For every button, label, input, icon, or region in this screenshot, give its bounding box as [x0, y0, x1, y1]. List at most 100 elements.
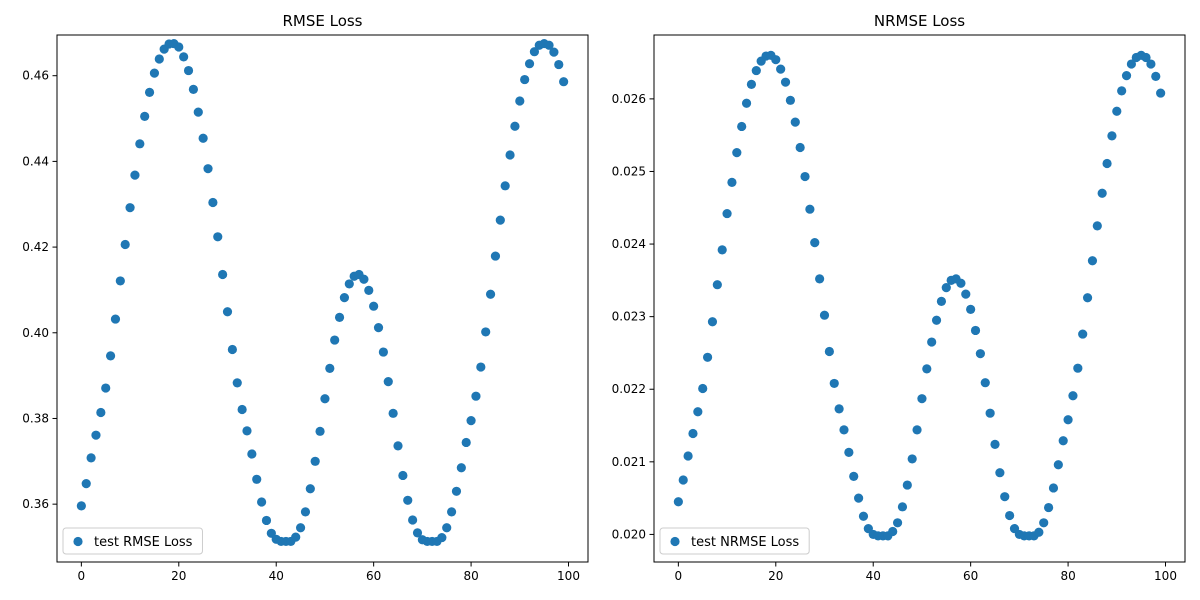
- x-tick-label: 60: [366, 569, 381, 583]
- data-point: [130, 170, 140, 180]
- data-point: [339, 293, 350, 303]
- data-point: [717, 245, 727, 255]
- data-point: [135, 139, 145, 149]
- data-point: [892, 518, 903, 528]
- data-point: [1156, 88, 1166, 98]
- data-point: [702, 352, 713, 362]
- data-point: [805, 204, 815, 214]
- data-point: [966, 304, 976, 314]
- data-point: [183, 65, 194, 76]
- y-tick-label: 0.020: [612, 527, 646, 541]
- y-tick-label: 0.38: [22, 411, 49, 425]
- data-point: [218, 269, 228, 280]
- data-point: [76, 501, 86, 511]
- data-point: [451, 486, 462, 496]
- data-point: [912, 425, 922, 435]
- data-point: [776, 64, 786, 74]
- legend: test NRMSE Loss: [659, 527, 810, 555]
- data-point: [149, 68, 160, 78]
- data-point: [1097, 188, 1107, 198]
- data-point: [1146, 59, 1156, 69]
- data-point: [790, 117, 800, 127]
- data-point: [800, 171, 810, 182]
- data-point: [330, 335, 340, 345]
- data-point: [1107, 131, 1117, 141]
- data-point: [1034, 527, 1044, 537]
- data-point: [795, 142, 805, 153]
- data-point: [732, 148, 742, 158]
- data-point: [485, 289, 496, 299]
- data-point: [359, 274, 369, 284]
- data-point: [364, 285, 374, 295]
- chart-panel-0: RMSE Loss 0 20 40 60 80 100 0.36 0.38 0.40 0.42 0.4…: [22, 12, 589, 583]
- data-point: [1044, 502, 1054, 513]
- data-point: [476, 362, 486, 372]
- data-point: [412, 528, 423, 538]
- x-tick-label: 80: [1060, 569, 1075, 583]
- data-point: [712, 280, 722, 290]
- data-point: [673, 497, 683, 507]
- data-point: [688, 428, 698, 439]
- data-point: [844, 447, 854, 457]
- data-point: [471, 391, 481, 401]
- data-point: [927, 337, 937, 347]
- x-tick-label: 100: [1154, 569, 1177, 583]
- data-point: [931, 315, 942, 325]
- data-point: [398, 470, 408, 481]
- data-point: [247, 449, 257, 459]
- data-point: [529, 47, 540, 57]
- data-point: [490, 251, 501, 261]
- data-point: [819, 310, 830, 320]
- data-point: [1005, 510, 1015, 521]
- data-point: [96, 407, 106, 418]
- data-point: [1121, 71, 1132, 81]
- data-point: [515, 96, 525, 106]
- data-point: [291, 532, 301, 542]
- chart-title: NRMSE Loss: [874, 12, 965, 30]
- data-point: [510, 121, 520, 131]
- data-point: [824, 346, 834, 357]
- data-point: [751, 65, 761, 76]
- data-point: [1087, 256, 1098, 266]
- data-point: [305, 484, 315, 494]
- data-point: [383, 377, 393, 387]
- data-point: [810, 238, 820, 248]
- data-point: [990, 439, 1000, 449]
- y-tick-label: 0.026: [612, 92, 646, 106]
- data-point: [408, 515, 418, 525]
- data-point: [922, 364, 932, 374]
- data-point: [188, 84, 198, 95]
- y-tick-label: 0.025: [612, 164, 646, 178]
- data-point: [320, 394, 330, 404]
- data-point: [1058, 436, 1068, 446]
- data-point: [524, 59, 535, 69]
- x-tick-label: 40: [866, 569, 881, 583]
- data-point: [300, 507, 311, 517]
- data-point: [242, 426, 252, 436]
- data-point: [917, 394, 927, 404]
- data-point: [378, 347, 388, 357]
- legend-box: [659, 527, 810, 555]
- x-tick-label: 20: [768, 569, 783, 583]
- data-point: [693, 407, 703, 417]
- plot-frame: [653, 34, 1186, 563]
- data-point: [961, 289, 971, 299]
- data-point: [741, 98, 752, 108]
- data-point: [154, 54, 164, 64]
- data-point: [520, 74, 530, 85]
- data-point: [500, 181, 510, 191]
- y-tick-label: 0.024: [612, 237, 646, 251]
- data-point: [105, 351, 116, 361]
- data-point: [980, 378, 990, 388]
- data-point: [785, 95, 796, 105]
- legend-label: test NRMSE Loss: [691, 535, 799, 550]
- data-point: [698, 383, 708, 394]
- data-point: [888, 526, 898, 537]
- x-tick-label: 80: [463, 569, 478, 583]
- data-point: [125, 203, 135, 213]
- data-point: [393, 441, 403, 451]
- data-point: [897, 502, 908, 512]
- data-point: [829, 378, 839, 389]
- data-point: [91, 430, 101, 440]
- data-point: [81, 478, 91, 489]
